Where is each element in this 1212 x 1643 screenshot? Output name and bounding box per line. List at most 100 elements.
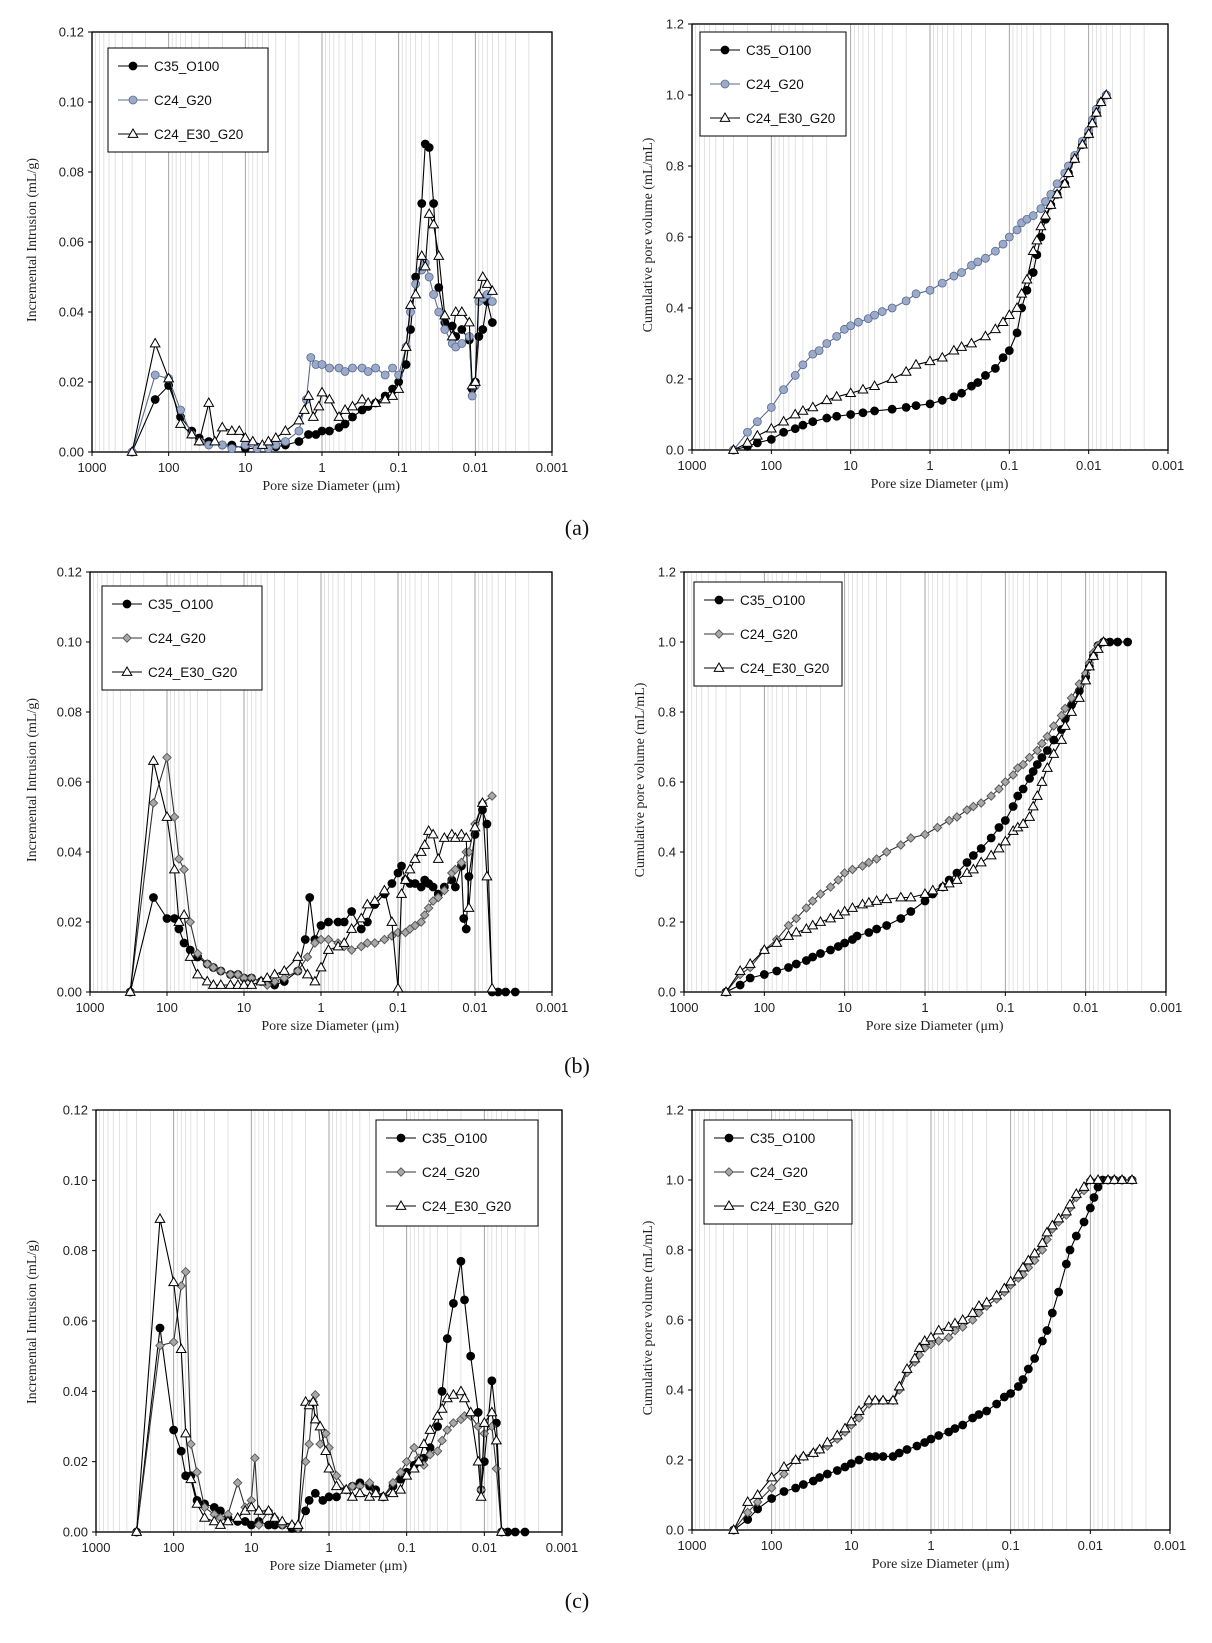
data-point [510, 987, 520, 997]
y-tick-label: 0.4 [658, 845, 676, 860]
data-point [404, 298, 417, 309]
data-point [1015, 287, 1028, 298]
data-point [369, 396, 382, 407]
x-tick-label: 0.1 [996, 1000, 1014, 1015]
y-tick-label: 0.4 [666, 301, 684, 316]
data-point [475, 1490, 487, 1501]
data-point [434, 307, 444, 317]
data-point [250, 1453, 260, 1463]
legend-marker [723, 1199, 735, 1210]
data-point [168, 863, 181, 874]
data-point [416, 917, 427, 927]
x-tick-label: 0.001 [1152, 458, 1185, 473]
x-tick-label: 10 [237, 1000, 251, 1015]
y-tick-label: 1.0 [666, 88, 684, 103]
data-point [911, 289, 921, 299]
data-point [814, 346, 824, 356]
data-point [168, 1276, 180, 1287]
y-axis-title: Incremental Intrusion (mL/g) [25, 698, 40, 862]
data-point [1006, 1389, 1016, 1398]
data-point [305, 893, 315, 902]
data-point [346, 945, 357, 955]
legend-marker [724, 1133, 734, 1143]
data-point [315, 1439, 325, 1449]
data-point [478, 325, 488, 334]
data-point [1012, 225, 1022, 235]
y-tick-label: 0.8 [666, 159, 684, 174]
data-point [1018, 759, 1028, 770]
data-point [313, 400, 325, 411]
chart-4: 0.0 0.2 0.4 0.6 0.8 1.0 1.2 1000 100 10 1 0.1 0.01 0.… [633, 565, 1182, 1035]
data-point [742, 1507, 753, 1518]
data-point [361, 898, 374, 909]
x-tick-label: 0.001 [1150, 1000, 1183, 1015]
data-point [339, 403, 351, 414]
data-point [1095, 96, 1107, 106]
data-point [872, 924, 882, 934]
data-point [310, 1488, 320, 1498]
data-point [394, 1483, 407, 1494]
data-point [418, 1438, 430, 1448]
data-point [155, 1323, 165, 1333]
data-point [765, 422, 777, 433]
data-point [790, 371, 800, 380]
y-tick-label: 0.6 [666, 230, 684, 245]
x-tick-label: 100 [761, 1538, 783, 1553]
x-tick-label: 10 [244, 1540, 258, 1555]
x-tick-label: 0.1 [398, 1540, 416, 1555]
data-point [348, 412, 357, 422]
data-point [400, 340, 412, 351]
data-point [1059, 719, 1071, 730]
data-point [924, 355, 936, 366]
data-point [1116, 1173, 1128, 1184]
data-point [320, 1428, 331, 1439]
data-point [262, 435, 275, 446]
data-point [1086, 117, 1098, 128]
data-point [301, 968, 314, 979]
data-point [427, 828, 439, 839]
data-point [962, 858, 972, 867]
data-point [186, 428, 198, 439]
data-point [1097, 635, 1110, 646]
data-point [966, 1306, 979, 1317]
data-point [323, 1462, 335, 1473]
legend-marker [127, 127, 139, 138]
data-point [460, 1295, 469, 1305]
x-tick-label: 0.1 [389, 1000, 407, 1015]
data-point [379, 393, 391, 404]
data-point [948, 344, 960, 355]
data-point [362, 938, 373, 948]
data-point [487, 1376, 497, 1386]
panel-label: (b) [564, 1053, 590, 1078]
y-tick-label: 0.0 [658, 985, 676, 1000]
chart-5: 0.00 0.02 0.04 0.06 0.08 0.10 0.12 1000 100 10 1 0.… [25, 1103, 578, 1575]
data-point [330, 1480, 343, 1491]
legend-label: C24_G20 [740, 627, 798, 642]
data-point [832, 1466, 842, 1475]
data-point [958, 1420, 968, 1430]
data-point [744, 957, 756, 968]
data-point [233, 969, 243, 980]
data-point [791, 959, 801, 969]
data-point [192, 948, 203, 959]
data-point [339, 917, 349, 927]
legend-label: C24_G20 [750, 1165, 808, 1180]
data-point [413, 1455, 425, 1466]
data-point [727, 1523, 740, 1534]
data-point [178, 908, 190, 919]
data-point [831, 390, 843, 401]
data-point [766, 434, 776, 444]
data-point [427, 218, 440, 229]
data-point [401, 1456, 412, 1467]
data-point [442, 1334, 452, 1343]
data-point [174, 417, 187, 428]
data-point [1042, 731, 1053, 742]
data-point [1028, 767, 1038, 776]
legend-label: C24_G20 [154, 93, 212, 108]
legend-label: C24_E30_G20 [750, 1199, 839, 1214]
data-point [460, 831, 472, 842]
data-point [797, 1450, 810, 1461]
data-point [191, 968, 204, 979]
data-point [968, 801, 979, 812]
y-tick-label: 0.06 [63, 1314, 88, 1329]
